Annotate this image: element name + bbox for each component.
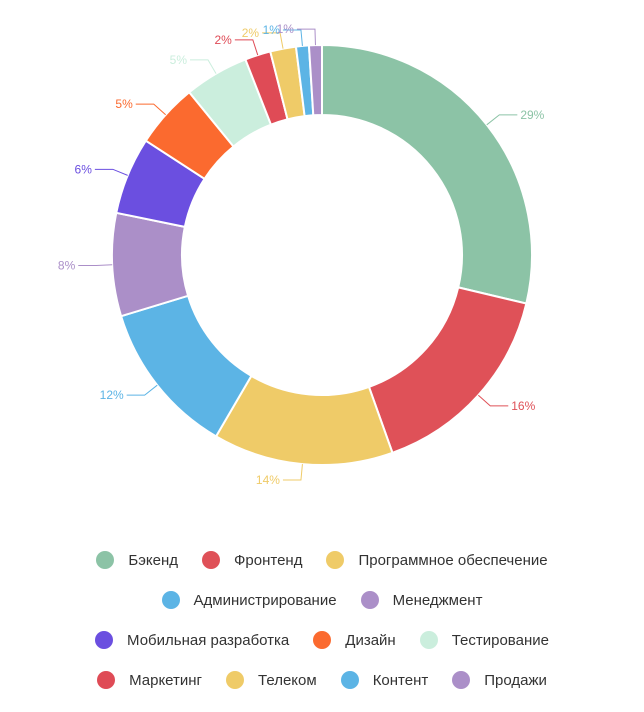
leader-line-8	[234, 39, 259, 56]
legend-label: Телеком	[258, 671, 317, 689]
legend-item[interactable]: Телеком	[226, 671, 317, 689]
leader-line-4	[78, 264, 113, 267]
legend-item[interactable]: Бэкенд	[96, 551, 178, 569]
donut-slice-1	[367, 286, 528, 455]
legend-label: Менеджмент	[392, 591, 483, 609]
legend-label: Программное обеспечение	[358, 551, 548, 569]
legend-item[interactable]: Маркетинг	[97, 671, 202, 689]
chart-legend: Бэкенд Фронтенд Программное обеспечение Адм…	[0, 540, 644, 700]
donut-slice-0	[321, 43, 533, 305]
leader-line-9	[262, 32, 284, 49]
legend-swatch	[95, 631, 114, 649]
legend-swatch	[360, 591, 379, 609]
legend-label: Маркетинг	[129, 671, 203, 689]
leader-line-11	[296, 28, 316, 46]
legend-item[interactable]: Мобильная разработка	[95, 631, 289, 649]
leader-line-1	[478, 394, 509, 407]
legend-label: Тестирование	[451, 631, 549, 649]
data-label-4: 8%	[58, 259, 76, 273]
legend-label: Мобильная разработка	[127, 631, 290, 649]
legend-row: Мобильная разработка Дизайн Тестирование	[0, 620, 644, 660]
legend-row: Бэкенд Фронтенд Программное обеспечение	[0, 540, 644, 580]
legend-item[interactable]: Программное обеспечение	[326, 551, 548, 569]
data-label-8: 2%	[214, 33, 232, 47]
legend-item[interactable]: Контент	[340, 671, 429, 689]
leader-line-5	[94, 168, 128, 176]
data-label-1: 16%	[511, 399, 535, 413]
data-label-6: 5%	[115, 97, 133, 111]
data-label-5: 6%	[75, 162, 93, 176]
legend-label: Администрирование	[193, 591, 337, 609]
legend-swatch	[97, 671, 116, 689]
legend-label: Фронтенд	[234, 551, 303, 569]
leader-line-0	[486, 114, 518, 126]
legend-item[interactable]: Тестирование	[419, 631, 549, 649]
legend-item[interactable]: Менеджмент	[360, 591, 483, 609]
legend-label: Бэкенд	[128, 551, 179, 569]
leader-line-2	[282, 464, 303, 481]
legend-swatch	[326, 551, 345, 569]
legend-swatch	[202, 551, 221, 569]
legend-item[interactable]: Дизайн	[313, 631, 396, 649]
data-label-3: 12%	[100, 388, 124, 402]
data-label-0: 29%	[520, 108, 544, 122]
legend-swatch	[340, 671, 359, 689]
leader-line-7	[189, 59, 217, 74]
data-label-11: 1%	[277, 22, 295, 36]
legend-label: Продажи	[484, 671, 547, 689]
legend-label: Дизайн	[345, 631, 396, 649]
legend-item[interactable]: Продажи	[452, 671, 547, 689]
legend-swatch	[161, 591, 180, 609]
donut-chart: 29%16%14%12%8%6%5%5%2% 2% 1%1%	[58, 22, 545, 487]
data-label-10: 1%	[263, 23, 281, 37]
legend-swatch	[96, 551, 115, 569]
legend-item[interactable]: Администрирование	[161, 591, 337, 609]
legend-row: Маркетинг Телеком Контент Продажи	[0, 660, 644, 700]
data-label-7: 5%	[170, 53, 188, 67]
legend-swatch	[452, 671, 471, 689]
leader-line-6	[135, 103, 166, 116]
leader-line-10	[282, 29, 303, 46]
leader-line-3	[126, 384, 158, 396]
legend-item[interactable]: Фронтенд	[202, 551, 302, 569]
legend-label: Контент	[372, 671, 429, 689]
legend-swatch	[226, 671, 245, 689]
data-label-9: 2%	[242, 26, 260, 40]
donut-slice-11	[307, 43, 323, 117]
legend-row: Администрирование Менеджмент	[0, 580, 644, 620]
legend-swatch	[419, 631, 438, 649]
data-label-2: 14%	[256, 473, 280, 487]
legend-swatch	[313, 631, 332, 649]
